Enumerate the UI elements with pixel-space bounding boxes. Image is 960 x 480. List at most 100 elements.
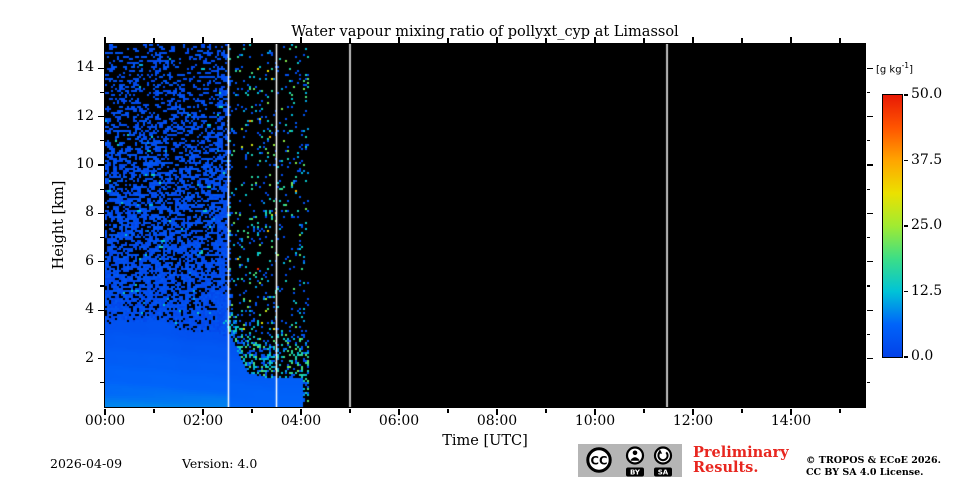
y-tick-label: 14 [76,59,94,76]
y-tick-right [866,164,873,166]
x-tick-top [741,38,743,43]
cc-logo-text: CC [591,454,608,468]
y-tick [97,309,104,311]
y-tick-label: 4 [85,301,94,318]
y-tick-right [866,357,873,360]
x-tick [349,408,351,413]
y-tick [100,91,104,94]
by-label: BY [630,469,641,477]
x-tick-top [202,36,204,43]
colorbar-tick [903,94,908,96]
y-tick-label: 12 [76,107,94,124]
x-tick [300,408,302,415]
y-tick-right [866,285,870,287]
heatmap-canvas [104,43,865,407]
y-tick-right [866,91,870,94]
footer-date: 2026-04-09 [50,456,123,471]
by-person-icon [625,446,645,465]
x-tick [692,408,694,415]
x-tick-top [594,36,596,43]
colorbar-tick-label: 50.0 [911,86,943,102]
y-tick [97,115,104,118]
y-tick [100,285,104,287]
x-tick-label: 08:00 [476,413,518,429]
y-tick [97,212,104,215]
sa-label-pill [654,467,672,477]
y-tick-label: 2 [85,349,94,366]
y-tick-right [866,261,873,263]
x-tick-label: 00:00 [84,413,126,429]
x-tick-top [349,38,351,43]
y-tick [100,188,104,190]
x-tick [104,408,106,415]
y-tick-right [866,67,873,69]
colorbar-tick-label: 0.0 [911,348,934,364]
x-tick-label: 02:00 [182,413,224,429]
cc-by-sa-badge: CC BY SA [578,444,682,477]
x-tick [643,408,645,413]
sa-label: SA [658,469,669,477]
colorbar-unit-close: ] [909,64,913,76]
colorbar-tick [903,290,908,293]
x-tick-top [692,36,694,43]
sa-arrow-head [657,449,663,454]
y-tick-right [866,140,870,142]
x-tick-label: 10:00 [574,413,616,429]
y-tick-right [866,115,873,118]
x-tick-top [447,38,449,43]
x-tick-top [643,38,645,43]
x-tick [153,408,155,413]
x-tick [251,408,253,413]
colorbar-tick [903,225,908,227]
preliminary-line2: Results. [693,458,759,476]
x-tick [594,408,596,415]
y-tick [100,140,104,142]
x-tick [398,408,400,415]
x-tick-top [839,38,841,43]
x-tick [741,408,743,413]
x-tick-label: 06:00 [378,413,420,429]
sa-arrow-arc [657,451,669,462]
y-tick [97,357,104,360]
x-tick [496,408,498,415]
y-tick-right [866,309,873,311]
x-axis-label: Time [UTC] [442,433,528,449]
x-tick-label: 04:00 [280,413,322,429]
colorbar-tick [903,159,908,162]
by-person-body [630,457,640,461]
x-tick-top [545,38,547,43]
cc-logo-circle [586,447,612,473]
colorbar-unit-exponent: -1 [901,61,910,70]
x-tick-top [496,36,498,43]
y-tick [97,261,104,263]
y-tick-right [866,236,870,239]
y-tick-label: 8 [85,204,94,221]
copyright-line1: © TROPOS & ECoE 2026. [806,455,941,466]
colorbar-tick-label: 25.0 [911,217,943,233]
y-tick-right [866,333,870,336]
copyright-line2: CC BY SA 4.0 License. [806,466,924,478]
preliminary-line1: Preliminary [693,444,789,461]
colorbar-tick [903,356,908,358]
colorbar-unit-label: [g kg-1] [876,61,913,75]
y-tick [97,164,104,166]
x-tick-top [104,36,106,43]
y-tick-right [866,382,870,384]
preliminary-results-note: Preliminary Results. [693,444,789,476]
colorbar-gradient [882,94,902,357]
x-tick-label: 14:00 [770,413,812,429]
x-tick-top [398,36,400,43]
y-tick [100,382,104,384]
x-tick [447,408,449,413]
by-label-pill [626,467,644,477]
y-tick [100,236,104,239]
colorbar-tick-label: 37.5 [911,151,943,168]
y-tick-label: 10 [76,156,94,172]
plot-area [103,42,866,408]
by-person-head [632,450,638,456]
x-tick-top [790,36,792,43]
chart-title: Water vapour mixing ratio of pollyxt_cyp… [291,24,679,40]
x-tick-top [153,38,155,43]
colorbar-tick-label: 12.5 [911,282,943,299]
